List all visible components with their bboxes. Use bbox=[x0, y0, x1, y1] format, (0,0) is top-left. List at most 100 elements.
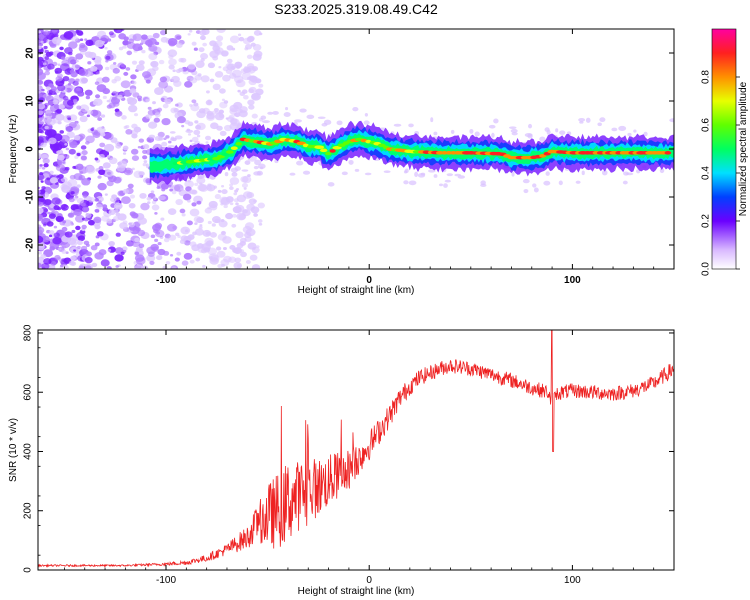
snr-series-line bbox=[38, 330, 674, 568]
noise-speckle bbox=[85, 39, 94, 47]
noise-speckle bbox=[74, 155, 79, 159]
noise-speckle bbox=[251, 264, 261, 269]
noise-speckle bbox=[81, 178, 91, 186]
noise-speckle bbox=[150, 61, 157, 67]
noise-speckle bbox=[163, 137, 167, 141]
colorbar: 0.0 0.2 0.4 0.6 0.8 Normalized spectral ampl… bbox=[701, 28, 749, 276]
noise-speckle bbox=[408, 180, 417, 186]
noise-speckle bbox=[194, 74, 202, 81]
noise-speckle bbox=[296, 160, 304, 166]
noise-speckle bbox=[131, 60, 138, 65]
noise-speckle bbox=[209, 78, 215, 83]
noise-speckle bbox=[38, 207, 44, 214]
noise-speckle bbox=[84, 51, 93, 58]
noise-speckle bbox=[238, 36, 245, 42]
noise-speckle bbox=[79, 115, 88, 123]
noise-speckle bbox=[212, 55, 219, 61]
noise-speckle bbox=[96, 71, 100, 75]
noise-speckle bbox=[38, 196, 45, 202]
noise-speckle bbox=[197, 175, 203, 179]
noise-speckle bbox=[137, 217, 148, 225]
noise-speckle bbox=[145, 98, 150, 103]
noise-speckle bbox=[230, 167, 239, 173]
noise-speckle bbox=[241, 89, 248, 94]
noise-speckle bbox=[135, 257, 146, 265]
spectrogram-xtick-label: -100 bbox=[156, 275, 176, 286]
noise-speckle bbox=[283, 111, 291, 118]
noise-speckle bbox=[125, 67, 131, 71]
noise-speckle bbox=[408, 123, 414, 128]
noise-speckle bbox=[64, 231, 73, 238]
noise-speckle bbox=[106, 99, 110, 103]
noise-speckle bbox=[189, 259, 195, 264]
noise-speckle bbox=[249, 254, 258, 261]
noise-speckle bbox=[142, 149, 148, 154]
noise-speckle bbox=[112, 90, 118, 95]
noise-speckle bbox=[218, 220, 228, 228]
noise-speckle bbox=[189, 208, 200, 217]
noise-speckle bbox=[167, 208, 177, 216]
noise-speckle bbox=[169, 188, 174, 192]
noise-speckle bbox=[183, 252, 193, 260]
noise-speckle bbox=[229, 177, 240, 185]
noise-speckle bbox=[105, 55, 111, 60]
noise-speckle bbox=[248, 88, 255, 94]
noise-speckle bbox=[41, 166, 46, 170]
noise-speckle bbox=[168, 64, 175, 70]
noise-speckle bbox=[139, 192, 147, 199]
noise-speckle bbox=[145, 163, 149, 169]
noise-speckle bbox=[204, 248, 210, 253]
spectrogram-ytick-label: 0 bbox=[25, 146, 36, 152]
noise-speckle bbox=[125, 129, 133, 135]
noise-speckle bbox=[191, 202, 197, 207]
noise-speckle bbox=[317, 116, 326, 119]
noise-speckle bbox=[85, 165, 96, 174]
noise-speckle bbox=[545, 171, 550, 176]
noise-speckle bbox=[51, 197, 61, 205]
noise-speckle bbox=[70, 240, 78, 247]
noise-speckle bbox=[204, 237, 214, 246]
noise-speckle bbox=[119, 142, 123, 146]
noise-speckle bbox=[383, 170, 391, 174]
noise-speckle bbox=[205, 99, 213, 106]
noise-speckle bbox=[181, 124, 185, 128]
noise-speckle bbox=[148, 37, 157, 46]
noise-speckle bbox=[247, 242, 257, 250]
noise-speckle bbox=[539, 136, 546, 142]
noise-speckle bbox=[168, 54, 174, 60]
noise-speckle bbox=[68, 260, 76, 266]
noise-speckle bbox=[225, 68, 233, 75]
noise-speckle bbox=[223, 204, 228, 209]
noise-speckle bbox=[69, 141, 78, 149]
noise-speckle bbox=[108, 157, 118, 165]
noise-speckle bbox=[341, 171, 348, 176]
noise-speckle bbox=[38, 117, 46, 125]
noise-speckle bbox=[64, 142, 68, 146]
noise-speckle bbox=[38, 103, 46, 110]
noise-speckle bbox=[134, 251, 140, 256]
noise-speckle bbox=[216, 29, 226, 33]
noise-speckle bbox=[38, 229, 43, 236]
noise-speckle bbox=[54, 109, 62, 115]
noise-speckle bbox=[45, 51, 53, 57]
noise-speckle bbox=[240, 251, 247, 258]
noise-speckle bbox=[511, 171, 515, 177]
noise-speckle bbox=[450, 129, 455, 134]
noise-speckle bbox=[157, 241, 162, 246]
noise-speckle bbox=[85, 265, 92, 269]
noise-speckle bbox=[123, 36, 129, 41]
snr-ytick-label: 400 bbox=[23, 443, 34, 460]
noise-speckle bbox=[188, 189, 197, 195]
noise-speckle bbox=[578, 118, 586, 122]
noise-speckle bbox=[67, 82, 72, 86]
noise-speckle bbox=[160, 217, 165, 221]
noise-speckle bbox=[142, 162, 147, 167]
noise-speckle bbox=[226, 58, 233, 64]
noise-speckle bbox=[60, 233, 65, 237]
noise-speckle bbox=[156, 180, 167, 189]
noise-speckle bbox=[44, 199, 52, 206]
noise-speckle bbox=[393, 123, 402, 127]
noise-speckle bbox=[643, 131, 648, 137]
colorbar-label: Normalized spectral amplitude bbox=[738, 81, 749, 216]
noise-speckle bbox=[221, 50, 229, 57]
